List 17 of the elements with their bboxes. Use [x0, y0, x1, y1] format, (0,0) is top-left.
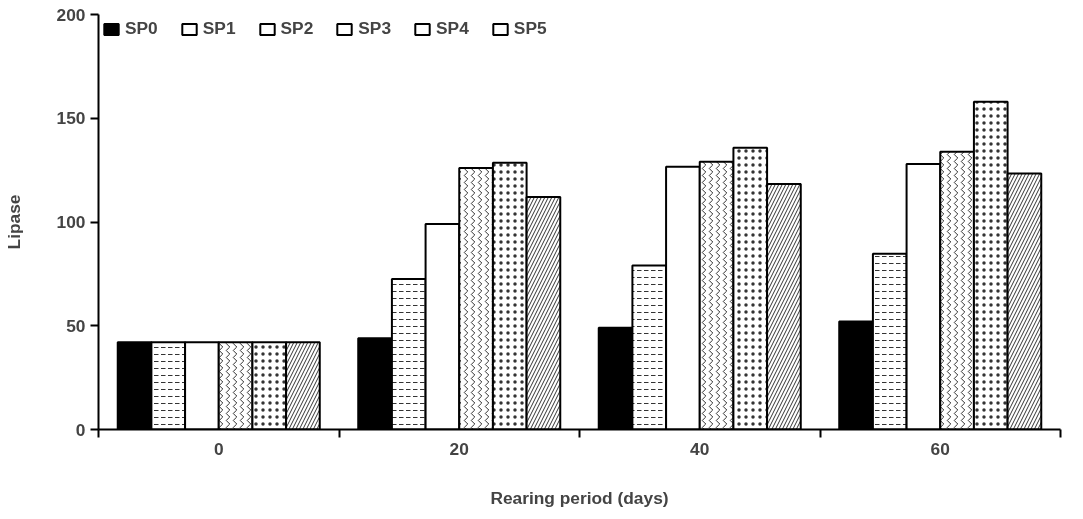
y-tick-label: 0 [75, 419, 86, 440]
y-tick-label: 100 [56, 212, 86, 232]
legend-label: SP5 [513, 18, 547, 39]
y-tick-label: 50 [66, 315, 86, 336]
x-tick-label: 20 [449, 438, 469, 459]
x-axis-title: Rearing period (days) [490, 487, 669, 508]
x-tick-label: 60 [930, 438, 950, 459]
y-tick-label: 150 [56, 108, 86, 129]
legend-label: SP1 [202, 18, 236, 39]
legend-label: SP4 [436, 18, 469, 39]
y-tick-label: 200 [56, 4, 86, 25]
x-tick-label: 40 [690, 438, 710, 459]
x-tick-label: 0 [213, 438, 224, 459]
legend-label: SP3 [358, 18, 392, 39]
legend-label: SP0 [125, 18, 158, 39]
legend-label: SP2 [280, 18, 314, 39]
y-axis-title: Lipase [3, 194, 24, 250]
